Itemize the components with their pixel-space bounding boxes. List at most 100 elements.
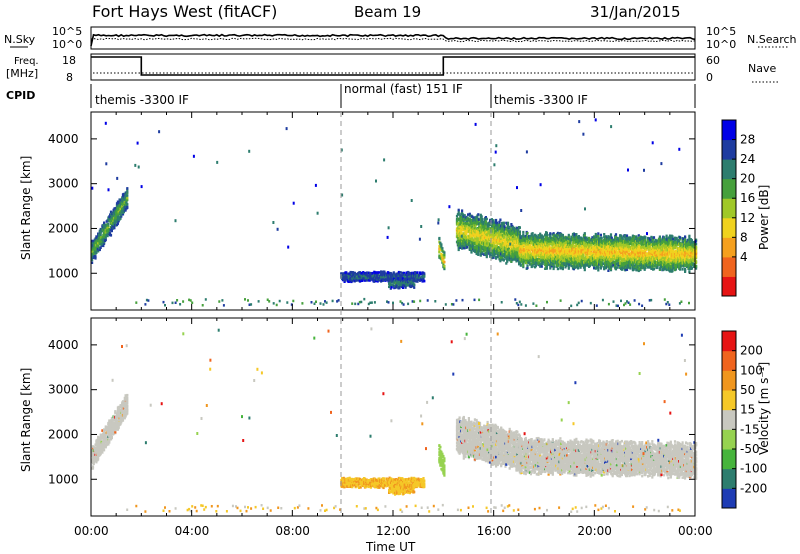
power-echo-pixel — [647, 245, 650, 249]
power-echo-pixel — [413, 286, 416, 289]
power-echo-pixel — [541, 262, 544, 266]
power-echo-pixel — [102, 244, 105, 248]
power-echo-pixel — [638, 262, 641, 266]
power-echo-pixel — [522, 264, 525, 267]
power-echo-pixel — [551, 248, 554, 251]
power-echo-pixel — [482, 220, 485, 224]
power-echo-pixel — [610, 257, 613, 260]
power-echo-pixel — [443, 267, 446, 271]
power-echo-pixel — [538, 258, 541, 262]
power-echo-pixel — [540, 265, 543, 268]
power-echo-pixel — [620, 250, 623, 253]
power-echo-pixel — [598, 258, 602, 262]
power-echo-pixel — [506, 221, 510, 225]
power-echo-pixel — [545, 245, 548, 249]
power-echo-pixel — [519, 264, 522, 267]
power-echo-pixel — [639, 259, 642, 262]
power-echo-pixel — [554, 236, 557, 239]
power-echo-pixel — [652, 236, 656, 239]
power-echo-pixel — [503, 228, 506, 231]
power-echo-pixel — [403, 278, 406, 281]
power-echo-pixel — [457, 212, 460, 216]
power-echo-pixel — [503, 225, 506, 228]
power-echo-pixel — [443, 255, 446, 259]
power-echo-pixel — [601, 256, 604, 260]
power-echo-pixel — [598, 246, 602, 249]
power-echo-pixel — [516, 247, 519, 250]
power-echo-pixel — [528, 263, 532, 266]
noise-search-trace — [90, 37, 696, 43]
power-echo-pixel — [482, 224, 485, 228]
power-echo-pixel — [443, 251, 446, 254]
power-echo-pixel — [91, 261, 94, 264]
power-echo-pixel — [347, 274, 350, 278]
power-echo-pixel — [470, 249, 473, 253]
power-echo-pixel — [550, 260, 553, 264]
power-echo-pixel — [380, 270, 383, 273]
power-echo-pixel — [126, 198, 129, 202]
power-echo-pixel — [607, 269, 610, 272]
power-echo-pixel — [522, 237, 525, 241]
power-echo-pixel — [91, 239, 94, 243]
power-echo-pixel — [572, 263, 575, 266]
power-echo-pixel — [603, 233, 606, 236]
power-echo-pixel — [388, 285, 391, 289]
power-echo-pixel — [609, 263, 612, 266]
power-echo-pixel — [374, 271, 378, 274]
power-echo-pixel — [461, 209, 464, 212]
power-echo-pixel — [481, 218, 484, 221]
power-echo-pixel — [585, 236, 588, 239]
power-echo-pixel — [627, 236, 630, 239]
power-echo-pixel — [609, 268, 613, 272]
power-echo-pixel — [455, 219, 459, 222]
power-echo-pixel — [443, 264, 446, 268]
power-echo-pixel — [608, 242, 611, 246]
power-echo-pixel — [499, 259, 502, 263]
power-echo-pixel — [534, 239, 537, 242]
power-echo-pixel — [501, 258, 504, 261]
power-echo-pixel — [522, 230, 525, 234]
power-echo-pixel — [465, 244, 468, 247]
power-panel-data — [91, 118, 698, 308]
power-echo-pixel — [550, 246, 553, 249]
power-echo-pixel — [616, 240, 619, 243]
power-echo-pixel — [620, 251, 623, 254]
power-echo-pixel — [526, 266, 529, 270]
power-echo-pixel — [500, 233, 503, 237]
power-echo-pixel — [526, 231, 529, 235]
power-echo-pixel — [522, 253, 525, 256]
power-echo-pixel — [103, 231, 106, 234]
power-echo-pixel — [509, 240, 512, 243]
power-echo-pixel — [471, 241, 474, 244]
power-echo-pixel — [595, 234, 598, 237]
power-echo-pixel — [510, 223, 513, 226]
power-echo-pixel — [357, 278, 360, 282]
power-echo-pixel — [119, 207, 122, 211]
power-echo-pixel — [522, 233, 525, 237]
power-echo-pixel — [92, 247, 95, 250]
power-echo-pixel — [123, 204, 126, 207]
power-echo-pixel — [371, 274, 374, 278]
power-echo-pixel — [614, 261, 617, 265]
power-echo-pixel — [637, 242, 640, 246]
power-echo-pixel — [555, 245, 558, 249]
power-echo-pixel — [383, 270, 386, 274]
power-echo-pixel — [616, 266, 619, 269]
power-echo-pixel — [652, 238, 655, 241]
noise-tick-top-right: 10^5 — [706, 25, 736, 38]
power-echo-pixel — [574, 239, 577, 242]
power-echo-pixel — [650, 235, 653, 239]
power-echo-pixel — [472, 244, 475, 248]
power-echo-pixel — [461, 232, 464, 235]
power-echo-pixel — [106, 232, 109, 236]
power-echo-pixel — [648, 245, 651, 249]
power-echo-pixel — [402, 281, 405, 285]
power-echo-pixel — [460, 218, 463, 222]
power-echo-pixel — [362, 271, 365, 274]
power-echo-pixel — [557, 244, 560, 248]
power-echo-pixel — [503, 236, 506, 239]
power-echo-pixel — [111, 225, 114, 228]
power-echo-pixel — [109, 215, 112, 219]
power-echo-pixel — [594, 237, 597, 240]
power-echo-pixel — [369, 271, 372, 275]
